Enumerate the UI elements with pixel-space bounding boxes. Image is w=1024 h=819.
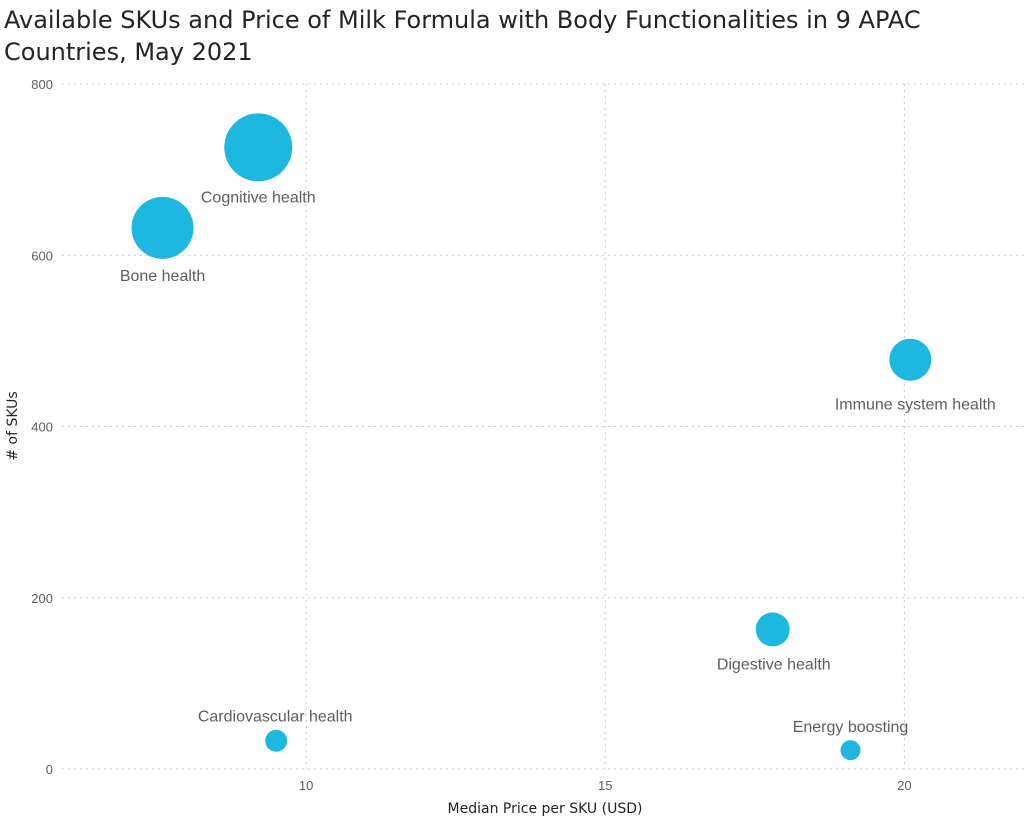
bubble-point <box>755 612 790 647</box>
bubble-point <box>131 196 194 259</box>
x-tick-label: 20 <box>897 778 911 793</box>
bubble-label: Immune system health <box>835 397 996 414</box>
bubble-label: Cardiovascular health <box>198 709 353 726</box>
bubble-label: Digestive health <box>717 656 831 673</box>
bubble-point <box>265 729 288 752</box>
bubble-point <box>889 338 932 381</box>
bubble-label: Energy boosting <box>793 719 909 736</box>
chart-title: Available SKUs and Price of Milk Formula… <box>4 6 921 66</box>
grid-lines <box>62 83 1024 770</box>
y-axis-label: # of SKUs <box>5 391 21 460</box>
bubble-point <box>840 740 861 761</box>
y-tick-label: 800 <box>31 77 53 92</box>
bubble-label: Bone health <box>120 268 205 285</box>
data-points <box>131 113 932 761</box>
y-tick-label: 200 <box>31 591 53 606</box>
y-tick-label: 0 <box>46 762 53 777</box>
data-labels: Cognitive health Bone health Immune system… <box>120 189 996 736</box>
x-axis-label: Median Price per SKU (USD) <box>448 801 643 817</box>
y-tick-label: 600 <box>31 248 53 263</box>
bubble-label: Cognitive health <box>201 189 316 206</box>
x-tick-label: 10 <box>299 778 313 793</box>
bubble-point <box>224 113 293 182</box>
y-tick-label: 400 <box>31 420 53 435</box>
axis-ticks: 0 200 400 600 800 10 15 20 <box>31 77 911 793</box>
x-tick-label: 15 <box>598 778 612 793</box>
